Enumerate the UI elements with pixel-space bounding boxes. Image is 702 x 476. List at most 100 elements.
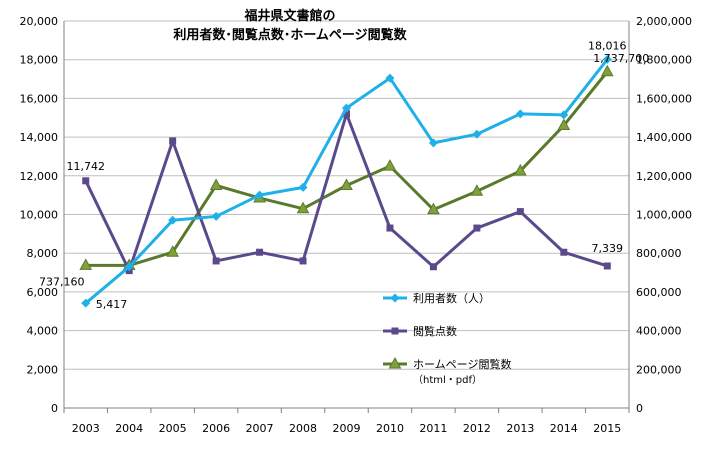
legend-item-1: 閲覧点数 xyxy=(383,324,457,338)
right-axis-ticks: 0 200,000 400,000 600,000 800,000 1,000,000 1,… xyxy=(636,15,692,415)
x-tick-label: 2008 xyxy=(289,422,317,435)
left-tick-label: 16,000 xyxy=(20,92,59,105)
diamond-marker xyxy=(168,215,178,225)
triangle-marker xyxy=(209,178,223,190)
legend-item-0: 利用者数（人） xyxy=(383,292,490,305)
diamond-marker xyxy=(298,182,308,192)
gridlines xyxy=(64,20,629,370)
right-tick-label: 1,200,000 xyxy=(636,170,692,183)
diamond-marker xyxy=(559,110,569,120)
chart-title: 福井県文書館の 利用者数･閲覧点数･ホームページ閲覧数 xyxy=(173,8,407,43)
square-marker xyxy=(82,177,90,185)
triangle-marker xyxy=(340,178,353,190)
data-labels: 5,417 18,016 11,742 7,339 737,160 1,737,700 xyxy=(39,39,649,311)
legend-label: ホームページ閲覧数 xyxy=(413,357,511,371)
square-marker xyxy=(391,327,399,335)
x-tick-label: 2005 xyxy=(159,422,187,435)
diamond-marker xyxy=(255,190,265,200)
legend-item-2: ホームページ閲覧数 （html・pdf） xyxy=(383,356,511,386)
right-tick-label: 1,800,000 xyxy=(636,54,692,67)
triangle-marker xyxy=(79,258,93,270)
data-label: 7,339 xyxy=(592,242,624,255)
legend-label: 利用者数（人） xyxy=(413,292,490,305)
square-marker xyxy=(256,248,264,256)
x-tick-label: 2015 xyxy=(593,422,621,435)
left-tick-label: 18,000 xyxy=(20,54,59,67)
left-tick-label: 2,000 xyxy=(27,363,59,376)
triangle-marker xyxy=(557,118,571,130)
right-tick-label: 600,000 xyxy=(636,286,682,299)
series-layer xyxy=(79,54,614,308)
data-label: 18,016 xyxy=(588,39,627,52)
left-tick-label: 20,000 xyxy=(20,15,59,28)
left-tick-label: 14,000 xyxy=(20,131,59,144)
diamond-marker xyxy=(342,103,351,113)
x-tick-label: 2010 xyxy=(376,422,404,435)
square-marker xyxy=(473,224,481,232)
left-tick-label: 4,000 xyxy=(27,325,59,338)
diamond-marker xyxy=(390,293,400,303)
square-marker xyxy=(343,110,350,118)
diamond-marker xyxy=(124,262,134,272)
data-label: 5,417 xyxy=(96,298,128,311)
square-marker xyxy=(386,224,394,232)
diamond-marker xyxy=(428,138,438,148)
x-tick-label: 2014 xyxy=(550,422,578,435)
chart-title-line2: 利用者数･閲覧点数･ホームページ閲覧数 xyxy=(173,27,407,43)
triangle-marker xyxy=(166,245,179,257)
diamond-marker xyxy=(602,54,612,64)
diamond-marker xyxy=(211,211,221,221)
series-1 xyxy=(82,110,611,275)
triangle-marker xyxy=(383,159,397,171)
x-tick-label: 2007 xyxy=(246,422,274,435)
chart-title-line1: 福井県文書館の xyxy=(243,8,335,24)
left-tick-label: 12,000 xyxy=(20,170,59,183)
x-tick-label: 2012 xyxy=(463,422,491,435)
right-tick-label: 2,000,000 xyxy=(636,15,692,28)
x-tick-label: 2004 xyxy=(115,422,143,435)
diamond-marker xyxy=(385,73,395,83)
square-marker xyxy=(169,137,177,145)
right-tick-label: 800,000 xyxy=(636,247,682,260)
right-tick-label: 0 xyxy=(636,402,643,415)
square-marker xyxy=(299,257,307,265)
left-tick-label: 8,000 xyxy=(27,247,59,260)
right-tick-label: 1,400,000 xyxy=(636,131,692,144)
square-marker xyxy=(516,208,524,216)
triangle-marker xyxy=(296,201,310,214)
square-marker xyxy=(603,262,611,270)
legend-sublabel: （html・pdf） xyxy=(413,374,482,386)
right-tick-label: 1,600,000 xyxy=(636,92,692,105)
square-marker xyxy=(560,248,568,256)
square-marker xyxy=(212,257,220,265)
axes xyxy=(63,21,630,413)
diamond-marker xyxy=(81,298,91,308)
triangle-marker xyxy=(427,202,440,215)
right-tick-label: 200,000 xyxy=(636,363,682,376)
x-tick-label: 2013 xyxy=(506,422,534,435)
x-tick-label: 2009 xyxy=(333,422,361,435)
data-label: 737,160 xyxy=(39,275,85,288)
right-tick-label: 1,000,000 xyxy=(636,209,692,222)
x-axis-ticks: 2003 2004 2005 2006 2007 2008 2009 2010 2011 2012… xyxy=(72,422,622,435)
x-tick-label: 2003 xyxy=(72,422,100,435)
triangle-marker xyxy=(600,64,614,77)
series-0 xyxy=(81,54,612,308)
triangle-marker xyxy=(388,356,402,369)
triangle-marker xyxy=(470,184,484,196)
diamond-marker xyxy=(515,109,525,119)
left-tick-label: 0 xyxy=(51,402,58,415)
left-axis-ticks: 0 2,000 4,000 6,000 8,000 10,000 12,000 14,000 1… xyxy=(20,15,59,415)
x-tick-label: 2006 xyxy=(202,422,230,435)
right-tick-label: 400,000 xyxy=(636,325,682,338)
legend-label: 閲覧点数 xyxy=(413,324,457,338)
series-2 xyxy=(79,64,614,270)
diamond-marker xyxy=(472,129,482,139)
left-tick-label: 6,000 xyxy=(27,286,59,299)
square-marker xyxy=(429,263,437,271)
left-tick-label: 10,000 xyxy=(20,209,59,222)
data-label: 1,737,700 xyxy=(593,52,649,65)
